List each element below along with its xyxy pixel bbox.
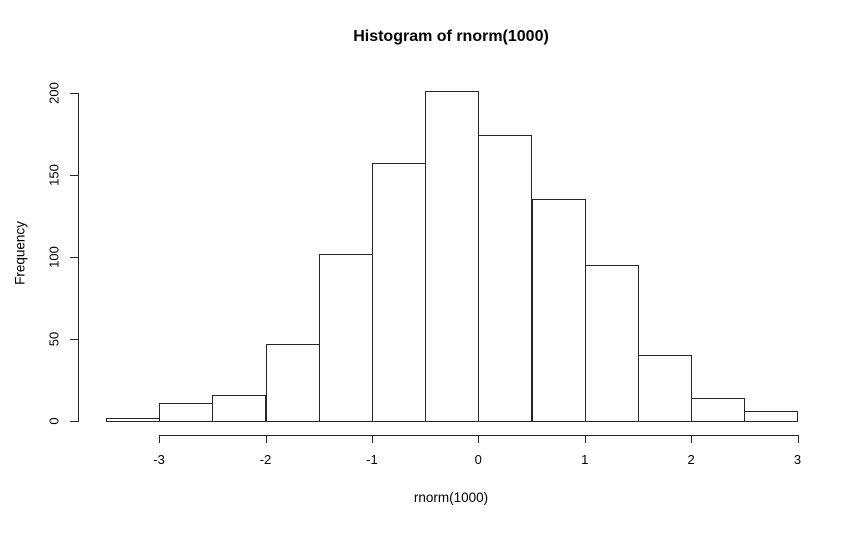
histogram-bar (691, 398, 746, 422)
y-tick-label: 200 (46, 81, 62, 104)
histogram-bar (584, 265, 639, 422)
histogram-bar (265, 343, 320, 422)
x-tick-label: -3 (153, 452, 165, 467)
chart-title: Histogram of rnorm(1000) (353, 28, 549, 45)
histogram-bar (318, 253, 373, 422)
x-tick-label: 0 (474, 452, 482, 467)
x-axis-label: rnorm(1000) (413, 490, 489, 505)
x-axis-tick (371, 435, 373, 443)
y-axis-label: Frequency (12, 221, 28, 285)
y-tick-label: 50 (46, 331, 62, 347)
x-axis-tick (159, 435, 161, 443)
histogram-bar (478, 135, 533, 422)
y-axis-tick (70, 421, 78, 422)
histogram-bar (212, 394, 267, 422)
x-axis-tick (265, 435, 267, 443)
x-tick-label: -2 (259, 452, 272, 467)
x-tick-label: -1 (366, 452, 378, 467)
histogram-bar (371, 163, 427, 422)
y-axis-tick (70, 174, 78, 176)
y-tick-label: 100 (46, 245, 62, 268)
y-axis-tick (70, 256, 78, 258)
y-axis-line (78, 92, 79, 422)
x-tick-label: 3 (793, 452, 802, 467)
histogram-bar (744, 411, 799, 422)
y-tick-label: 150 (46, 163, 62, 186)
x-axis-tick (797, 435, 799, 443)
x-axis-tick (584, 435, 586, 443)
histogram-bar (531, 199, 586, 422)
x-axis-tick (478, 435, 480, 443)
y-tick-label: 0 (46, 417, 62, 425)
histogram-bar (159, 402, 214, 422)
x-tick-label: 1 (581, 452, 589, 467)
y-axis-tick (70, 338, 78, 340)
histogram-bar (105, 417, 161, 422)
x-axis-tick (691, 435, 693, 443)
histogram-bar (637, 355, 693, 422)
x-tick-label: 2 (687, 452, 695, 467)
y-axis-tick (70, 92, 78, 94)
histogram-bar (425, 90, 480, 422)
